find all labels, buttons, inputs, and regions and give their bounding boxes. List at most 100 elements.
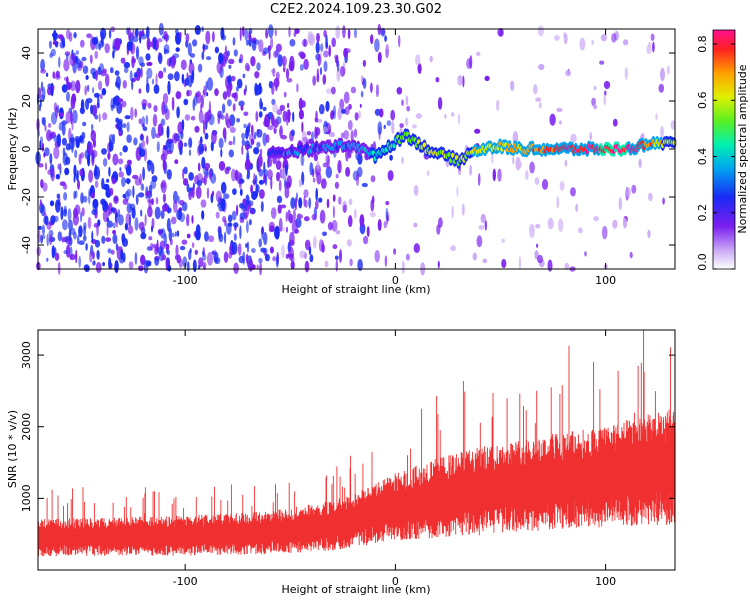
spectrogram-cell <box>156 141 160 153</box>
spectrogram-cell <box>325 166 332 179</box>
spectrogram-cell <box>91 130 94 135</box>
spectrogram-cell <box>68 229 72 241</box>
spectrogram-cell <box>396 87 403 95</box>
spectrogram-cell <box>204 132 209 140</box>
spectrogram-cell <box>161 101 166 116</box>
spectrogram-cell <box>118 171 124 178</box>
spectrogram-cell <box>300 153 305 167</box>
spectrogram-cell <box>309 162 314 176</box>
spectrogram-cell <box>316 160 320 170</box>
spectrogram-cell <box>260 101 263 110</box>
spectrogram-cell <box>154 246 159 255</box>
spectrogram-cell <box>78 240 85 245</box>
spectrogram-cell <box>242 73 246 79</box>
spectrogram-cell <box>222 91 228 100</box>
spectrogram-cell <box>83 264 90 271</box>
spectrogram-cell <box>77 179 80 190</box>
y-tick-label: 20 <box>20 94 33 108</box>
spectrogram-cell <box>126 134 132 144</box>
spectrogram-cell <box>128 261 134 269</box>
spectrogram-cell <box>289 231 295 246</box>
spectrogram-cell <box>258 169 264 177</box>
spectrogram-cell <box>61 122 66 136</box>
spectrogram-cell <box>188 172 194 181</box>
spectrogram-cell <box>74 149 78 159</box>
spectrogram-cell <box>510 80 515 92</box>
spectrogram-cell <box>246 241 250 253</box>
spectrogram-cell <box>125 164 132 176</box>
spectrogram-panel: -100 0 100 -40 -20 0 20 40 Height of straight l… <box>6 22 677 296</box>
spectrogram-cell <box>94 180 99 188</box>
spectrogram-cell <box>126 159 132 165</box>
spectrogram-cell <box>206 56 212 61</box>
spectrogram-cell <box>96 249 100 260</box>
spectrogram-cell <box>285 211 288 222</box>
spectrogram-cell <box>287 102 290 109</box>
spectrogram-cell <box>363 235 369 245</box>
x-tick-label: 0 <box>392 575 399 588</box>
spectrogram-cell <box>108 257 112 270</box>
spectrogram-cell <box>122 198 129 205</box>
spectrogram-cell <box>65 111 71 124</box>
spectrogram-cell <box>93 166 101 180</box>
spectrogram-cell <box>52 71 56 79</box>
spectrogram-cell <box>380 27 386 37</box>
spectrogram-cell <box>603 94 607 106</box>
spectrogram-cell <box>80 152 85 159</box>
spectrogram-cell <box>273 119 279 128</box>
spectrogram-cell <box>154 256 160 266</box>
spectrogram-cell <box>163 30 168 40</box>
spectrogram-cell <box>109 67 114 74</box>
spectrogram-cell <box>221 198 226 212</box>
spectrogram-cell <box>112 50 115 59</box>
spectrogram-cell <box>233 49 238 57</box>
spectrogram-cell <box>220 148 223 158</box>
spectrogram-cell <box>41 224 46 236</box>
spectrogram-cell <box>278 217 283 232</box>
spectrogram-cell <box>63 76 68 81</box>
spectrogram-cell <box>327 221 334 231</box>
spectrogram-cell <box>117 214 124 226</box>
spectrogram-cell <box>183 166 188 175</box>
spectrogram-cell <box>186 183 190 193</box>
spectrogram-cell <box>258 238 263 248</box>
spectrogram-ticks: -100 0 100 -40 -20 0 20 40 <box>20 29 675 287</box>
spectrogram-cell <box>265 134 270 144</box>
spectrogram-cell <box>405 95 409 106</box>
spectrogram-cell <box>239 225 242 239</box>
spectrogram-cell <box>202 250 205 256</box>
spectrogram-cell <box>167 80 171 95</box>
spectrogram-cell <box>564 262 570 271</box>
spectrogram-cell <box>122 145 128 153</box>
spectrogram-cell <box>141 116 146 128</box>
spectrogram-cell <box>183 98 189 106</box>
spectrogram-cell <box>272 67 276 77</box>
spectrogram-cell <box>322 231 327 237</box>
spectrogram-cell <box>299 250 306 259</box>
spectrogram-cell <box>224 231 227 244</box>
spectrogram-cell <box>472 252 477 261</box>
spectrogram-cell <box>140 183 145 191</box>
spectrogram-cell <box>119 151 123 156</box>
spectrogram-cell <box>283 91 287 98</box>
spectrogram-cell <box>631 184 637 194</box>
spectrogram-cell <box>289 39 296 47</box>
spectrogram-cell <box>127 225 134 235</box>
spectrogram-cell <box>113 95 121 106</box>
spectrogram-cell <box>593 85 597 91</box>
snr-panel: -100 0 100 1000 2000 3000 Height of straight … <box>6 329 676 596</box>
spectrogram-cell <box>122 80 127 89</box>
spectrogram-cell <box>288 26 291 38</box>
spectrogram-cell <box>55 42 59 48</box>
spectrogram-cell <box>538 63 545 71</box>
spectrogram-cell <box>549 113 556 126</box>
spectrogram-cell <box>92 86 95 94</box>
spectrogram-cell <box>169 238 173 246</box>
spectrogram-cell <box>359 214 365 227</box>
spectrogram-cell <box>270 36 274 49</box>
spectrogram-cell <box>647 229 651 239</box>
spectrogram-cell <box>277 54 283 67</box>
spectrogram-cell <box>554 35 560 41</box>
spectrogram-cell <box>462 75 465 88</box>
spectrogram-cell <box>206 168 209 179</box>
